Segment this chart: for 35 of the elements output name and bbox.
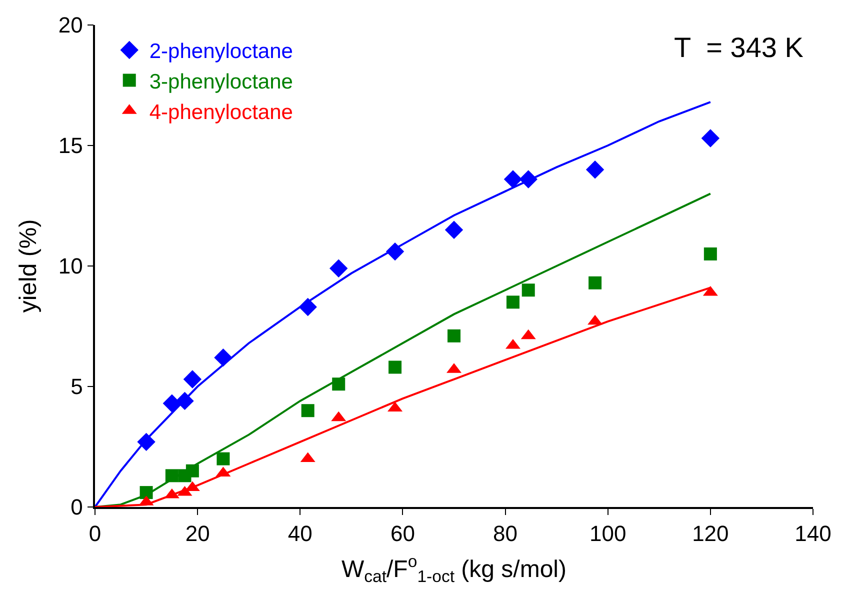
point: [301, 404, 314, 418]
y-tick-label: 10: [58, 254, 83, 279]
x-tick-label: 80: [493, 521, 518, 546]
line-series: [95, 192, 712, 507]
x-tick-label: 60: [390, 521, 415, 546]
x-axis-title: W$_{cat}$/F$^{o}$$_{1-oct}$ (kg s/mol): [341, 552, 567, 586]
legend-label: 2-phenyloctane: [149, 40, 293, 64]
y-axis-title: yield (%): [14, 219, 42, 313]
x-tick-label: 40: [288, 521, 312, 546]
point: [216, 452, 230, 466]
x-tick-label: 0: [88, 521, 102, 546]
x-tick-label: 120: [692, 521, 729, 546]
point: [504, 170, 522, 188]
point: [701, 129, 720, 148]
legend-label: 3-phenyloctane: [149, 70, 293, 94]
line-series: [95, 101, 712, 507]
point: [183, 370, 202, 388]
point: [586, 160, 604, 179]
point: [448, 329, 460, 342]
y-tick-label: 20: [58, 12, 83, 38]
x-tick-label: 100: [590, 521, 626, 546]
point: [444, 220, 464, 239]
x-tick-label: 140: [794, 521, 832, 546]
point: [522, 284, 535, 297]
point: [704, 247, 717, 260]
point: [388, 360, 402, 374]
point: [506, 296, 520, 309]
point: [330, 259, 348, 278]
x-tick-label: 20: [185, 521, 210, 546]
point: [588, 276, 602, 290]
y-tick-label: 0: [70, 494, 83, 520]
y-tick-label: 15: [58, 133, 83, 158]
y-tick-label: 5: [70, 374, 83, 400]
annotation: T = 343 K: [674, 32, 804, 63]
legend-label: 4-phenyloctane: [149, 100, 293, 124]
